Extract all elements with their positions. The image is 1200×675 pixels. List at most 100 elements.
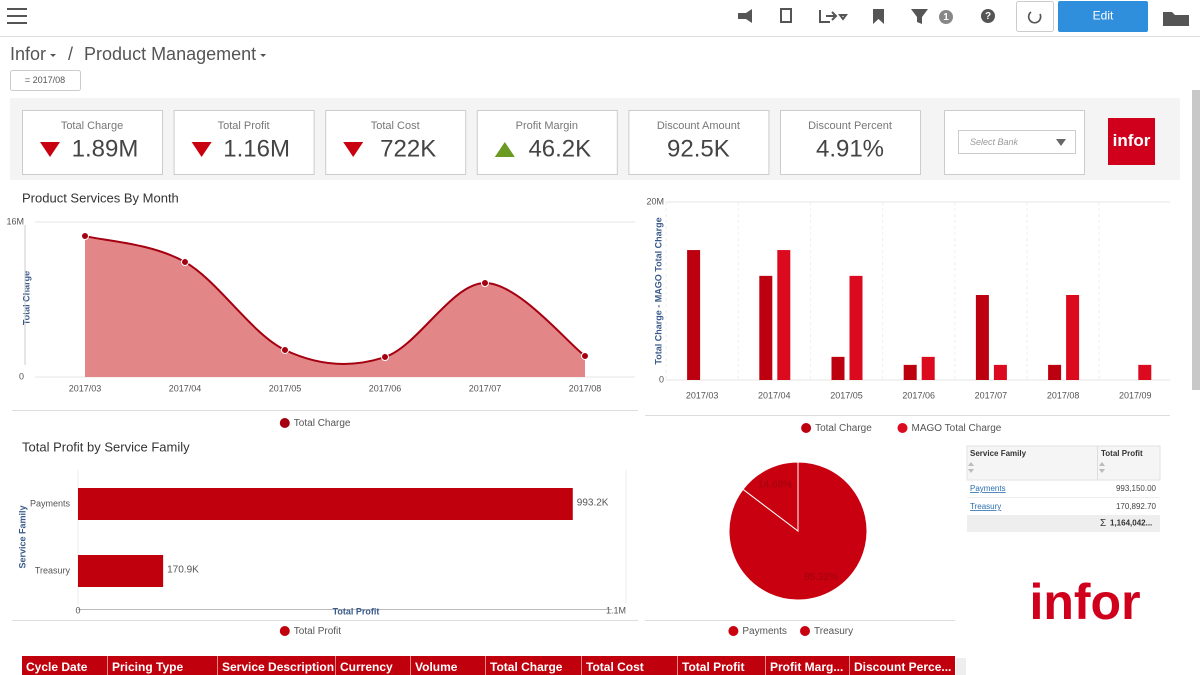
data-table-header-cell[interactable]: Cycle Date: [26, 660, 88, 674]
slice-label: 85.32%: [804, 572, 838, 583]
bar: [687, 250, 701, 380]
data-table-header-cell[interactable]: Volume: [415, 660, 458, 674]
folder-icon[interactable]: [1163, 12, 1189, 26]
data-table-header-cell[interactable]: Pricing Type: [112, 660, 183, 674]
x-tick-label: 2017/03: [686, 390, 719, 400]
bank-select-placeholder: Select Bank: [970, 137, 1019, 147]
breadcrumb-item[interactable]: Infor: [10, 44, 46, 64]
x-tick-label: 2017/03: [69, 383, 102, 393]
bar: [1048, 364, 1062, 380]
data-table-header-cell[interactable]: Profit Marg...: [770, 660, 843, 674]
edit-button[interactable]: [1058, 1, 1148, 32]
filter-chip-label: = 2017/08: [25, 75, 65, 85]
pie-slice: [742, 461, 799, 533]
kpi-card: [780, 110, 921, 175]
breadcrumb-separator: /: [68, 44, 73, 64]
summary-link[interactable]: Treasury: [970, 502, 1001, 511]
export-icon[interactable]: [819, 10, 848, 23]
copy-icon[interactable]: [780, 8, 792, 23]
summary-value: 993,150.00: [1116, 484, 1157, 493]
point: [581, 351, 589, 360]
x-tick-label: 2017/08: [1047, 390, 1080, 400]
data-table-header: [22, 656, 955, 675]
data-table-header-cell[interactable]: Currency: [340, 660, 393, 674]
x-tick-label: 0: [75, 605, 80, 615]
kpi-card: [476, 110, 618, 175]
data-table-scrollbar: [956, 658, 966, 675]
axis-label: Total Charge: [21, 271, 31, 325]
y-tick-label: 0: [19, 371, 24, 381]
select-caret: [1056, 139, 1066, 146]
point: [381, 353, 389, 362]
bar: [849, 275, 863, 380]
area: [85, 236, 585, 377]
bar: [78, 555, 164, 587]
legend-label: Treasury: [814, 626, 853, 637]
data-table-header-cell[interactable]: Total Profit: [682, 660, 744, 674]
refresh-icon: [1027, 11, 1042, 24]
y-tick-label: Payments: [30, 498, 71, 508]
bar: [975, 295, 989, 380]
summary-total-symbol: Σ: [1100, 518, 1106, 529]
data-table-header-cell[interactable]: Discount Perce...: [854, 660, 951, 674]
summary-header: [966, 445, 1161, 481]
bar: [759, 275, 773, 380]
announce-icon[interactable]: [738, 9, 752, 23]
menu-button[interactable]: [7, 8, 27, 24]
bar: [1066, 295, 1080, 380]
y-tick-label: 20M: [646, 196, 664, 206]
kpi-label: Total Charge: [61, 120, 123, 132]
line: [84, 235, 586, 365]
filter-badge-bg: [939, 10, 953, 24]
legend-label: Total Charge: [815, 423, 872, 434]
bar: [831, 356, 845, 380]
kpi-trend-up: [494, 142, 515, 157]
kpi-trend-down: [191, 142, 212, 157]
bookmark-icon[interactable]: [873, 9, 884, 24]
logo-small: infor: [1113, 131, 1151, 150]
kpi-label: Total Cost: [371, 120, 420, 132]
axis-label: Total Charge - MAGO Total Charge: [653, 217, 663, 364]
refresh-button[interactable]: [1016, 1, 1054, 32]
summary-total: 1,164,042...: [1110, 519, 1152, 528]
summary-link[interactable]: Payments: [970, 484, 1006, 493]
y-tick-label: Treasury: [35, 565, 71, 575]
x-tick-label: 2017/08: [569, 383, 602, 393]
bar: [78, 488, 573, 520]
data-table-header-cell[interactable]: Service Description: [222, 660, 334, 674]
kpi-value: 1.89M: [72, 135, 139, 162]
bar: [903, 364, 917, 380]
breadcrumb-item[interactable]: Product Management: [84, 44, 256, 64]
filter-chip[interactable]: [10, 70, 81, 91]
x-tick-label: 2017/06: [902, 390, 935, 400]
x-tick-label: 1.1M: [606, 605, 626, 615]
summary-header-cell: Service Family: [970, 449, 1027, 458]
legend-label: Payments: [742, 626, 786, 637]
point: [181, 258, 189, 267]
scrollbar[interactable]: [1192, 90, 1200, 390]
kpi-trend-down: [40, 142, 60, 157]
value-label: 993.2K: [577, 498, 609, 509]
summary-total-row: [967, 515, 1160, 532]
point: [481, 279, 489, 288]
chart-title: Total Profit by Service Family: [22, 439, 190, 454]
help-icon[interactable]: [981, 9, 995, 23]
filter-icon[interactable]: [911, 9, 928, 24]
filter-badge: 1: [943, 12, 949, 23]
value-label: 170.9K: [167, 565, 199, 576]
legend-swatch: [800, 422, 813, 434]
axis-label: Total Profit: [333, 606, 380, 616]
logo-large: infor: [1029, 574, 1140, 630]
legend-label: MAGO Total Charge: [912, 423, 1002, 434]
data-table-header-cell[interactable]: Total Charge: [490, 660, 563, 674]
x-tick-label: 2017/04: [758, 390, 791, 400]
kpi-value: 722K: [380, 135, 436, 162]
legend-swatch: [896, 422, 909, 434]
bar: [993, 364, 1007, 380]
kpi-trend-down: [343, 142, 364, 157]
bank-select[interactable]: [958, 130, 1076, 154]
data-table-header-cell[interactable]: Total Cost: [586, 660, 644, 674]
bar: [777, 250, 791, 380]
summary-value: 170,892.70: [1116, 502, 1157, 511]
